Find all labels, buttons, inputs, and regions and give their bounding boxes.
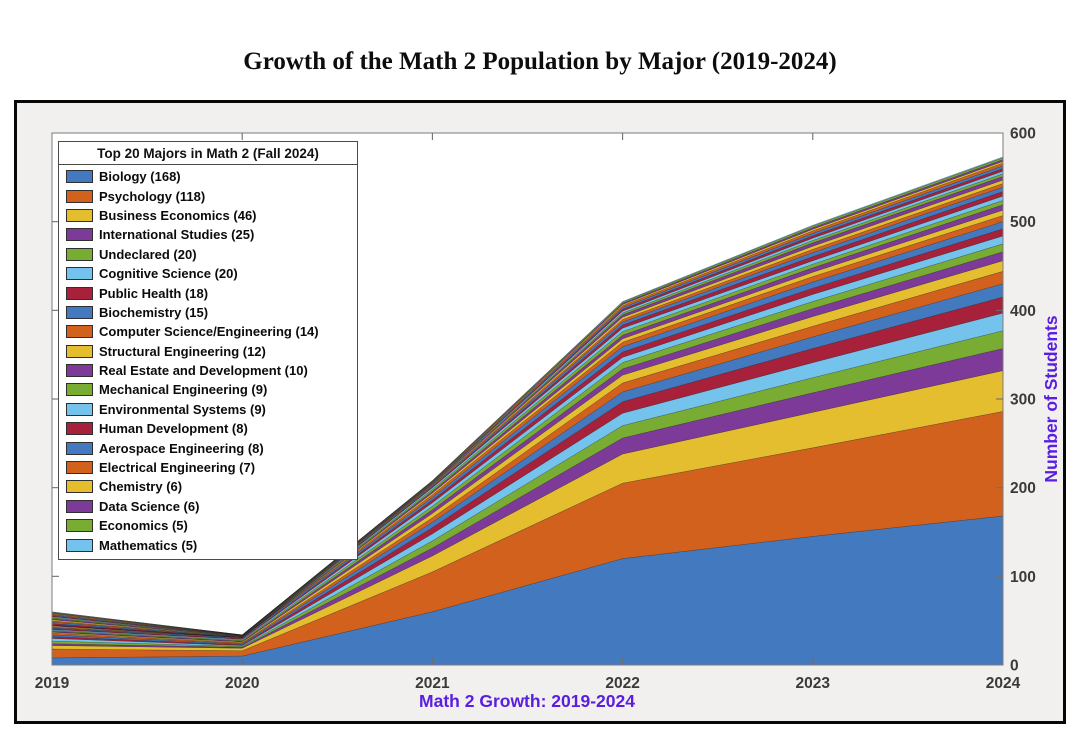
legend-item-label: Human Development (8) (99, 421, 248, 437)
legend-swatch (66, 441, 93, 455)
y-tick-label: 300 (1010, 392, 1036, 409)
legend-item-label: Aerospace Engineering (8) (99, 440, 264, 456)
legend-item: Electrical Engineering (7) (59, 458, 357, 477)
legend-item-label: Undeclared (20) (99, 246, 197, 262)
legend-item-label: Structural Engineering (12) (99, 343, 266, 359)
legend-item: International Studies (25) (59, 225, 357, 244)
chart-legend: Top 20 Majors in Math 2 (Fall 2024) Biol… (58, 141, 358, 560)
legend-item: Structural Engineering (12) (59, 342, 357, 361)
legend-item-label: Economics (5) (99, 518, 188, 534)
x-axis-label: Math 2 Growth: 2019-2024 (419, 691, 635, 711)
x-tick-label: 2020 (225, 675, 259, 692)
legend-item-label: Psychology (118) (99, 188, 206, 204)
legend-swatch (66, 538, 93, 552)
legend-swatch (66, 305, 93, 319)
legend-item-label: Mathematics (5) (99, 537, 198, 553)
legend-swatch (66, 344, 93, 358)
legend-swatch (66, 325, 93, 339)
legend-swatch (66, 499, 93, 513)
legend-item: Chemistry (6) (59, 477, 357, 496)
x-tick-label: 2024 (986, 675, 1021, 692)
legend-item: Human Development (8) (59, 419, 357, 438)
legend-item-label: International Studies (25) (99, 227, 255, 243)
legend-swatch (66, 267, 93, 281)
legend-item-label: Mechanical Engineering (9) (99, 382, 268, 398)
legend-item-label: Biology (168) (99, 169, 181, 185)
y-tick-label: 400 (1010, 303, 1036, 320)
legend-swatch (66, 170, 93, 184)
legend-item-label: Chemistry (6) (99, 479, 183, 495)
legend-swatch (66, 383, 93, 397)
legend-item: Data Science (6) (59, 497, 357, 516)
legend-title: Top 20 Majors in Math 2 (Fall 2024) (59, 142, 357, 165)
legend-item-label: Cognitive Science (20) (99, 266, 238, 282)
y-axis-label: Number of Students (1041, 315, 1061, 482)
legend-swatch (66, 286, 93, 300)
y-tick-label: 100 (1010, 569, 1036, 586)
legend-swatch (66, 189, 93, 203)
legend-item: Mathematics (5) (59, 535, 357, 554)
legend-item: Computer Science/Engineering (14) (59, 322, 357, 341)
legend-item-label: Computer Science/Engineering (14) (99, 324, 319, 340)
x-tick-label: 2019 (35, 675, 70, 692)
legend-item: Environmental Systems (9) (59, 400, 357, 419)
legend-swatch (66, 364, 93, 378)
legend-item: Biology (168) (59, 167, 357, 186)
legend-item-label: Public Health (18) (99, 285, 209, 301)
legend-swatch (66, 422, 93, 436)
legend-swatch (66, 461, 93, 475)
legend-item: Business Economics (46) (59, 206, 357, 225)
legend-swatch (66, 228, 93, 242)
legend-item: Biochemistry (15) (59, 303, 357, 322)
legend-item-label: Biochemistry (15) (99, 304, 209, 320)
legend-item-label: Data Science (6) (99, 498, 200, 514)
legend-item-label: Environmental Systems (9) (99, 401, 266, 417)
legend-item: Cognitive Science (20) (59, 264, 357, 283)
legend-swatch (66, 208, 93, 222)
legend-item-label: Electrical Engineering (7) (99, 460, 256, 476)
legend-item: Psychology (118) (59, 186, 357, 205)
y-tick-label: 0 (1010, 658, 1019, 675)
y-tick-label: 500 (1010, 214, 1036, 231)
x-tick-label: 2021 (415, 675, 450, 692)
x-tick-label: 2023 (796, 675, 831, 692)
legend-item: Mechanical Engineering (9) (59, 380, 357, 399)
chart-title: Growth of the Math 2 Population by Major… (243, 48, 837, 75)
axis-ticks (52, 133, 1003, 665)
y-tick-label: 600 (1010, 126, 1036, 143)
legend-entries: Biology (168) Psychology (118) Business Ec… (59, 167, 357, 555)
legend-swatch (66, 519, 93, 533)
legend-item: Public Health (18) (59, 283, 357, 302)
y-tick-label: 200 (1010, 480, 1036, 497)
area-series-group (51, 156, 1004, 666)
legend-item-label: Business Economics (46) (99, 207, 257, 223)
legend-item: Undeclared (20) (59, 245, 357, 264)
legend-swatch (66, 480, 93, 494)
legend-swatch (66, 247, 93, 261)
legend-item: Aerospace Engineering (8) (59, 438, 357, 457)
x-tick-label: 2022 (605, 675, 639, 692)
legend-item: Real Estate and Development (10) (59, 361, 357, 380)
legend-item: Economics (5) (59, 516, 357, 535)
legend-swatch (66, 402, 93, 416)
legend-item-label: Real Estate and Development (10) (99, 363, 308, 379)
